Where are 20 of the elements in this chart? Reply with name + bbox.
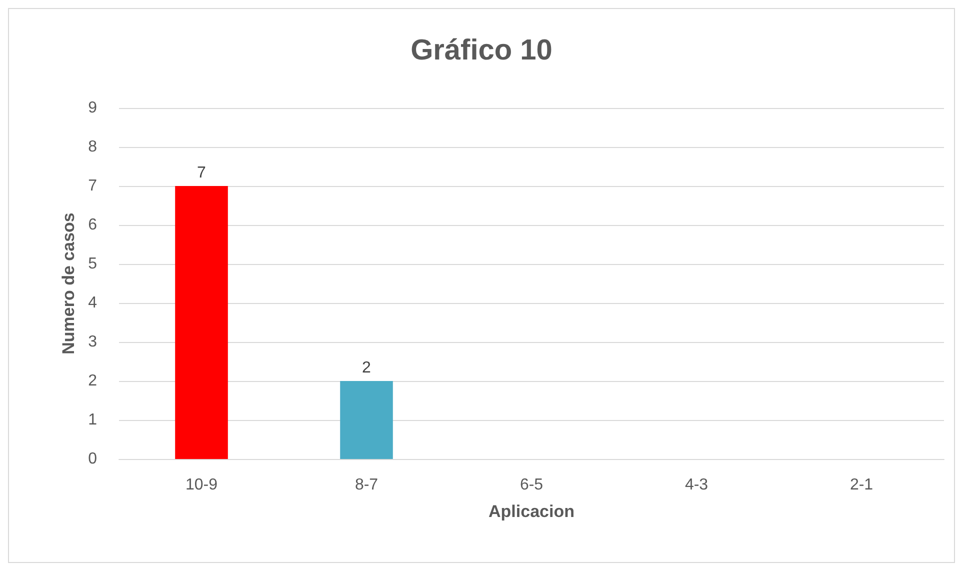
x-tick-label: 2-1 [850,476,874,494]
x-tick-label: 6-5 [520,476,544,494]
x-tick-label: 4-3 [684,476,708,494]
y-tick-label: 3 [88,334,98,350]
data-label: 2 [362,360,372,376]
y-tick-label: 7 [88,178,98,194]
chart-title: Gráfico 10 [410,34,552,66]
x-axis-title: Aplicacion [488,502,574,521]
data-label: 7 [197,164,206,182]
y-tick-label: 8 [88,138,98,156]
y-tick-label: 2 [88,372,98,390]
y-tick-label: 1 [88,412,98,428]
y-tick-label: 6 [88,216,98,234]
y-tick-label: 9 [88,100,98,116]
x-tick-label: 10-9 [185,476,218,494]
x-tick-label: 8-7 [354,476,378,494]
y-axis-title: Numero de casos [59,212,78,354]
y-tick-label: 4 [88,294,98,312]
y-tick-label: 5 [88,256,98,272]
y-tick-label: 0 [88,450,98,468]
